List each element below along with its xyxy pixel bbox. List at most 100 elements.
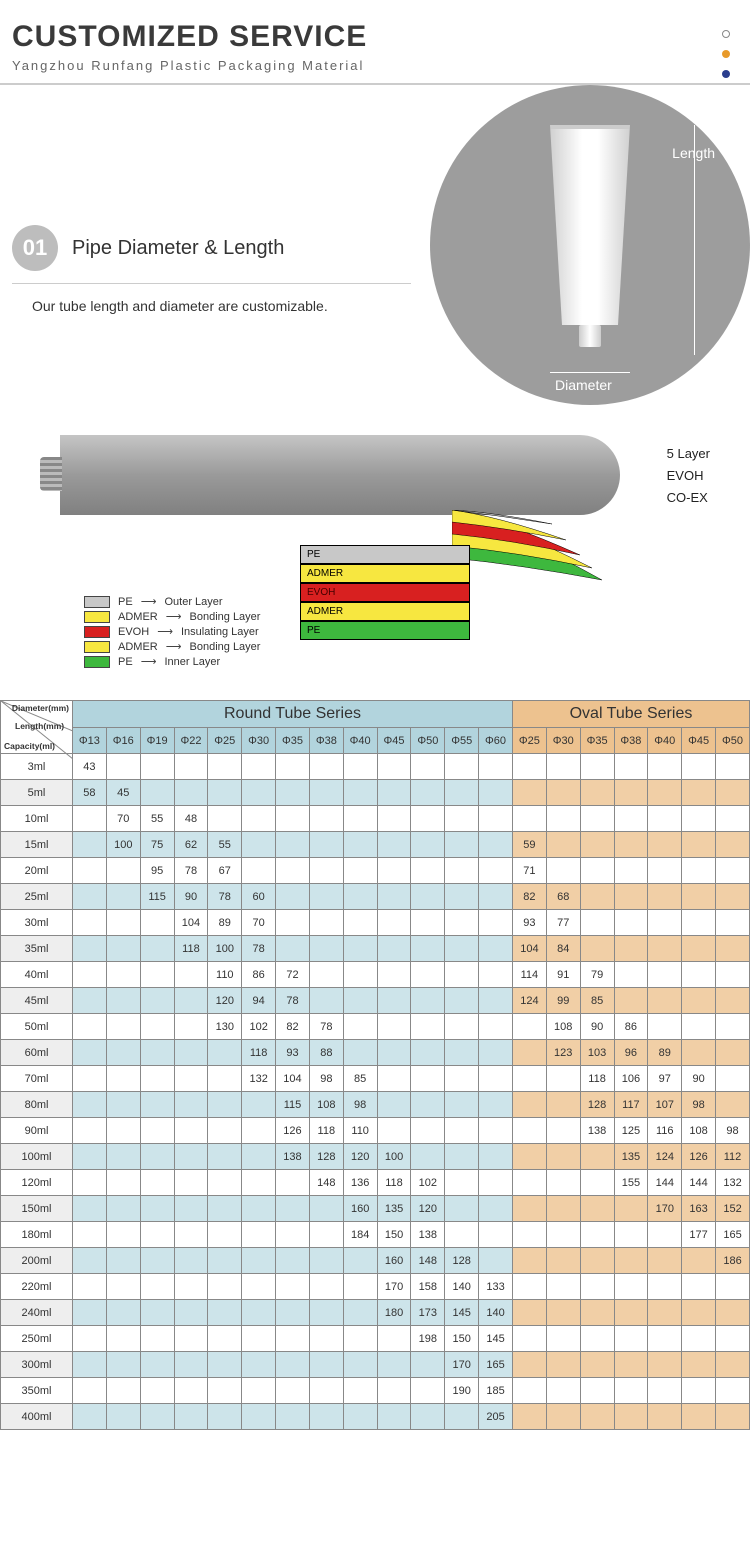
capacity-cell: 250ml — [1, 1326, 73, 1352]
round-cell — [242, 1274, 276, 1300]
oval-cell — [614, 936, 648, 962]
round-cell — [73, 1352, 107, 1378]
round-cell — [242, 1092, 276, 1118]
diameter-header-row: Φ13Φ16Φ19Φ22Φ25Φ30Φ35Φ38Φ40Φ45Φ50Φ55Φ60Φ… — [1, 728, 750, 754]
oval-cell: 97 — [648, 1066, 682, 1092]
header-subtitle: Yangzhou Runfang Plastic Packaging Mater… — [12, 58, 738, 73]
oval-cell — [512, 1118, 546, 1144]
round-cell — [242, 780, 276, 806]
oval-cell — [648, 910, 682, 936]
round-cell — [343, 1274, 377, 1300]
capacity-cell: 70ml — [1, 1066, 73, 1092]
round-cell — [208, 1066, 242, 1092]
round-cell — [276, 910, 310, 936]
oval-cell: 85 — [580, 988, 614, 1014]
round-cell — [479, 1040, 513, 1066]
oval-cell — [614, 1196, 648, 1222]
round-cell — [479, 1118, 513, 1144]
round-cell — [106, 1144, 140, 1170]
round-cell — [174, 1014, 208, 1040]
round-cell — [208, 1300, 242, 1326]
capacity-cell: 45ml — [1, 988, 73, 1014]
capacity-cell: 5ml — [1, 780, 73, 806]
round-cell — [73, 1300, 107, 1326]
oval-cell — [512, 780, 546, 806]
oval-cell — [546, 1352, 580, 1378]
round-cell — [411, 1066, 445, 1092]
oval-cell: 144 — [648, 1170, 682, 1196]
tube-side-view: 5 LayerEVOHCO-EX — [60, 435, 620, 515]
spec-table-body: 3ml435ml584510ml70554815ml1007562555920m… — [1, 754, 750, 1430]
oval-cell — [716, 1274, 750, 1300]
round-cell — [140, 1300, 174, 1326]
round-cell — [140, 1352, 174, 1378]
round-cell — [377, 832, 411, 858]
arrow-icon: ⟶ — [141, 595, 157, 608]
round-cell — [411, 1118, 445, 1144]
stack-layer: PE — [300, 545, 470, 564]
oval-dia-header: Φ25 — [512, 728, 546, 754]
capacity-cell: 300ml — [1, 1352, 73, 1378]
round-cell — [411, 806, 445, 832]
round-cell — [140, 1326, 174, 1352]
round-cell — [208, 1378, 242, 1404]
round-cell — [276, 1196, 310, 1222]
round-cell — [411, 988, 445, 1014]
table-row: 10ml705548 — [1, 806, 750, 832]
oval-cell: 186 — [716, 1248, 750, 1274]
oval-cell — [682, 1404, 716, 1430]
round-cell — [140, 754, 174, 780]
oval-cell: 86 — [614, 1014, 648, 1040]
round-cell — [411, 1040, 445, 1066]
round-cell — [242, 858, 276, 884]
round-cell — [106, 1066, 140, 1092]
oval-cell — [580, 780, 614, 806]
layer-fan — [452, 510, 652, 620]
oval-cell — [682, 1014, 716, 1040]
round-cell — [106, 936, 140, 962]
oval-cell — [512, 1300, 546, 1326]
round-cell: 136 — [343, 1170, 377, 1196]
oval-cell — [614, 1326, 648, 1352]
oval-cell: 68 — [546, 884, 580, 910]
table-row: 120ml148136118102155144144132 — [1, 1170, 750, 1196]
round-cell — [73, 1118, 107, 1144]
round-cell — [479, 1222, 513, 1248]
oval-cell — [648, 1300, 682, 1326]
tube-neck — [579, 325, 601, 347]
table-row: 5ml5845 — [1, 780, 750, 806]
capacity-cell: 240ml — [1, 1300, 73, 1326]
round-cell: 75 — [140, 832, 174, 858]
oval-cell — [614, 806, 648, 832]
legend-desc: Bonding Layer — [190, 611, 261, 623]
oval-cell — [682, 1352, 716, 1378]
round-cell — [343, 1326, 377, 1352]
section-number-badge: 01 — [12, 225, 58, 271]
round-cell — [309, 988, 343, 1014]
round-cell — [140, 1040, 174, 1066]
oval-cell — [546, 1404, 580, 1430]
oval-cell — [546, 1248, 580, 1274]
round-cell — [479, 1170, 513, 1196]
round-cell — [140, 1092, 174, 1118]
round-cell — [445, 884, 479, 910]
oval-cell — [716, 988, 750, 1014]
tube-shape: Length Diameter — [535, 125, 645, 365]
table-row: 25ml1159078608268 — [1, 884, 750, 910]
round-cell — [377, 1118, 411, 1144]
round-cell: 100 — [377, 1144, 411, 1170]
table-row: 70ml13210498851181069790 — [1, 1066, 750, 1092]
round-cell — [73, 1014, 107, 1040]
round-cell — [377, 1066, 411, 1092]
oval-cell — [716, 936, 750, 962]
round-cell — [73, 1066, 107, 1092]
round-cell — [242, 1196, 276, 1222]
round-cell — [309, 1326, 343, 1352]
table-row: 240ml180173145140 — [1, 1300, 750, 1326]
round-cell — [140, 780, 174, 806]
oval-cell: 71 — [512, 858, 546, 884]
round-cell — [174, 1066, 208, 1092]
diameter-label: Diameter — [555, 377, 612, 393]
round-cell: 70 — [242, 910, 276, 936]
round-cell — [174, 962, 208, 988]
